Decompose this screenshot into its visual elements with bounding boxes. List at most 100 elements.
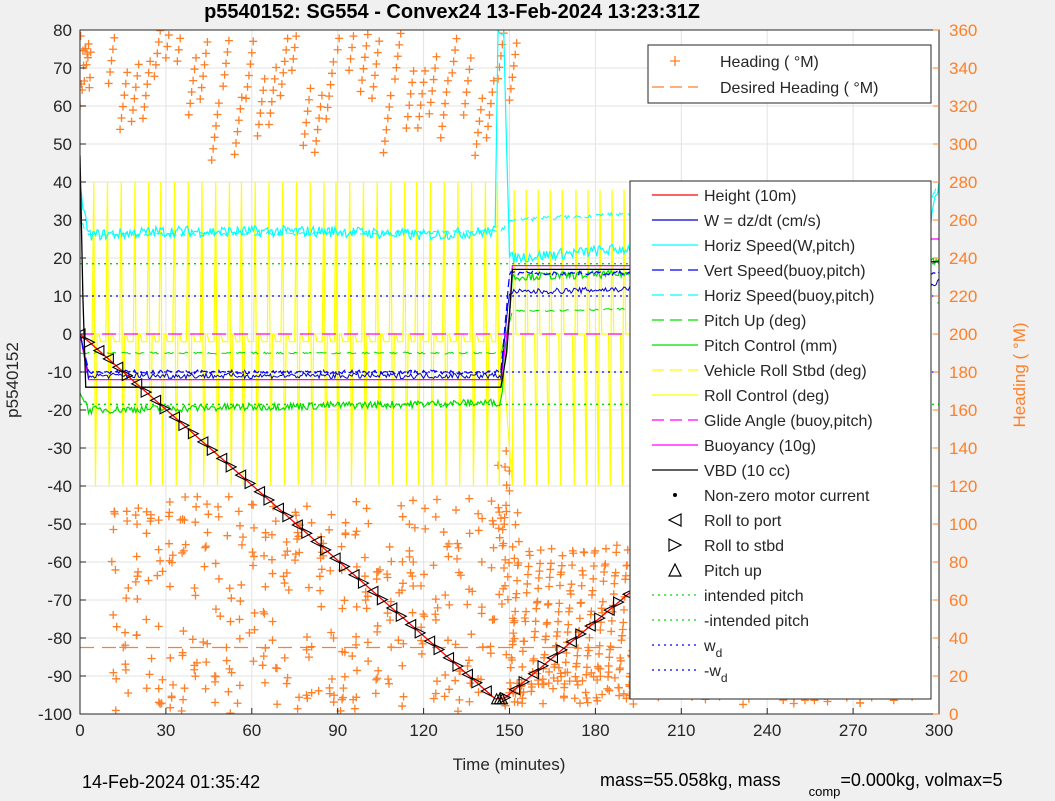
- heading-point: [337, 695, 346, 704]
- heading-point: [85, 83, 94, 92]
- roll-stbd-marker: [556, 643, 569, 656]
- heading-point: [505, 96, 514, 105]
- heading-point: [166, 653, 175, 662]
- heading-point: [501, 462, 510, 471]
- heading-point: [384, 675, 393, 684]
- legend-main-label: Glide Angle (buoy,pitch): [704, 413, 873, 430]
- heading-point: [502, 501, 511, 510]
- heading-point: [260, 609, 269, 618]
- heading-point: [466, 679, 475, 688]
- heading-point: [465, 529, 474, 538]
- pitch-up-marker: [496, 692, 509, 705]
- y-tick-label: 50: [53, 135, 72, 154]
- heading-point: [589, 574, 598, 583]
- heading-point: [346, 54, 355, 63]
- heading-point: [410, 523, 419, 532]
- heading-point: [235, 615, 244, 624]
- heading-point: [86, 48, 95, 57]
- heading-point: [485, 110, 494, 119]
- heading-point: [225, 664, 234, 673]
- timestamp-text: 14-Feb-2024 01:35:42: [82, 772, 261, 792]
- heading-point: [582, 663, 591, 672]
- heading-point: [271, 663, 280, 672]
- heading-point: [293, 704, 302, 713]
- heading-point: [165, 498, 174, 507]
- heading-point: [425, 109, 434, 118]
- heading-point: [246, 60, 255, 69]
- heading-point: [605, 686, 614, 695]
- heading-point: [395, 40, 404, 49]
- roll-stbd-marker: [518, 675, 531, 688]
- heading-point: [531, 627, 540, 636]
- heading-point: [371, 689, 380, 698]
- heading-point: [431, 689, 440, 698]
- heading-point: [360, 553, 369, 562]
- heading-point: [310, 148, 319, 157]
- heading-point: [304, 583, 313, 592]
- y-tick-label: 80: [53, 21, 72, 40]
- heading-point: [561, 658, 570, 667]
- heading-point: [397, 501, 406, 510]
- heading-point: [250, 608, 259, 617]
- legend-main-label: Vert Speed(buoy,pitch): [704, 263, 866, 280]
- heading-point: [370, 71, 379, 80]
- heading-point: [124, 584, 133, 593]
- heading-point: [441, 671, 450, 680]
- heading-point: [461, 99, 470, 108]
- y-tick-label: 0: [63, 325, 72, 344]
- heading-point: [420, 612, 429, 621]
- heading-point: [109, 668, 118, 677]
- heading-point: [489, 543, 498, 552]
- heading-point: [476, 105, 485, 114]
- heading-point: [224, 492, 233, 501]
- heading-point: [201, 684, 210, 693]
- heading-point: [341, 518, 350, 527]
- heading-point: [607, 616, 616, 625]
- heading-point: [604, 668, 613, 677]
- heading-point: [316, 102, 325, 111]
- heading-point: [418, 639, 427, 648]
- heading-point: [312, 136, 321, 145]
- roll-stbd-marker: [339, 560, 351, 573]
- heading-point: [383, 114, 392, 123]
- heading-point: [406, 568, 415, 577]
- heading-point: [445, 685, 454, 694]
- heading-point: [498, 525, 507, 534]
- legend-main-label: Horiz Speed(W,pitch): [704, 238, 855, 255]
- legend-main-label: Pitch up: [704, 563, 762, 580]
- roll-port-marker: [404, 618, 417, 631]
- heading-point: [154, 698, 163, 707]
- heading-point: [131, 83, 140, 92]
- heading-point: [496, 514, 505, 523]
- heading-point: [373, 674, 382, 683]
- heading-point: [132, 552, 141, 561]
- heading-point: [456, 571, 465, 580]
- heading-point: [259, 652, 268, 661]
- heading-point: [290, 43, 299, 52]
- heading-point: [572, 677, 581, 686]
- heading-point: [453, 554, 462, 563]
- heading-point: [111, 565, 120, 574]
- heading-point: [199, 72, 208, 81]
- heading-point: [589, 562, 598, 571]
- heading-point: [429, 561, 438, 570]
- heading-point: [165, 582, 174, 591]
- heading-point: [165, 556, 174, 565]
- heading-point: [352, 527, 361, 536]
- heading-point: [179, 627, 188, 636]
- heading-point: [142, 684, 151, 693]
- heading-point: [117, 113, 126, 122]
- heading-point: [329, 57, 338, 66]
- roll-stbd-marker: [140, 386, 153, 399]
- heading-point: [190, 65, 199, 74]
- heading-point: [247, 48, 256, 57]
- axes: 0 30 60 90 120 150 180 210 240 270 300-100-90-80-7…: [38, 21, 977, 740]
- heading-point: [488, 88, 497, 97]
- roll-stbd-marker: [452, 660, 465, 672]
- heading-point: [245, 628, 254, 637]
- y2-tick-label: 120: [949, 477, 977, 496]
- heading-point: [303, 632, 312, 641]
- heading-point: [599, 577, 608, 586]
- heading-point: [325, 689, 334, 698]
- heading-point: [612, 548, 621, 557]
